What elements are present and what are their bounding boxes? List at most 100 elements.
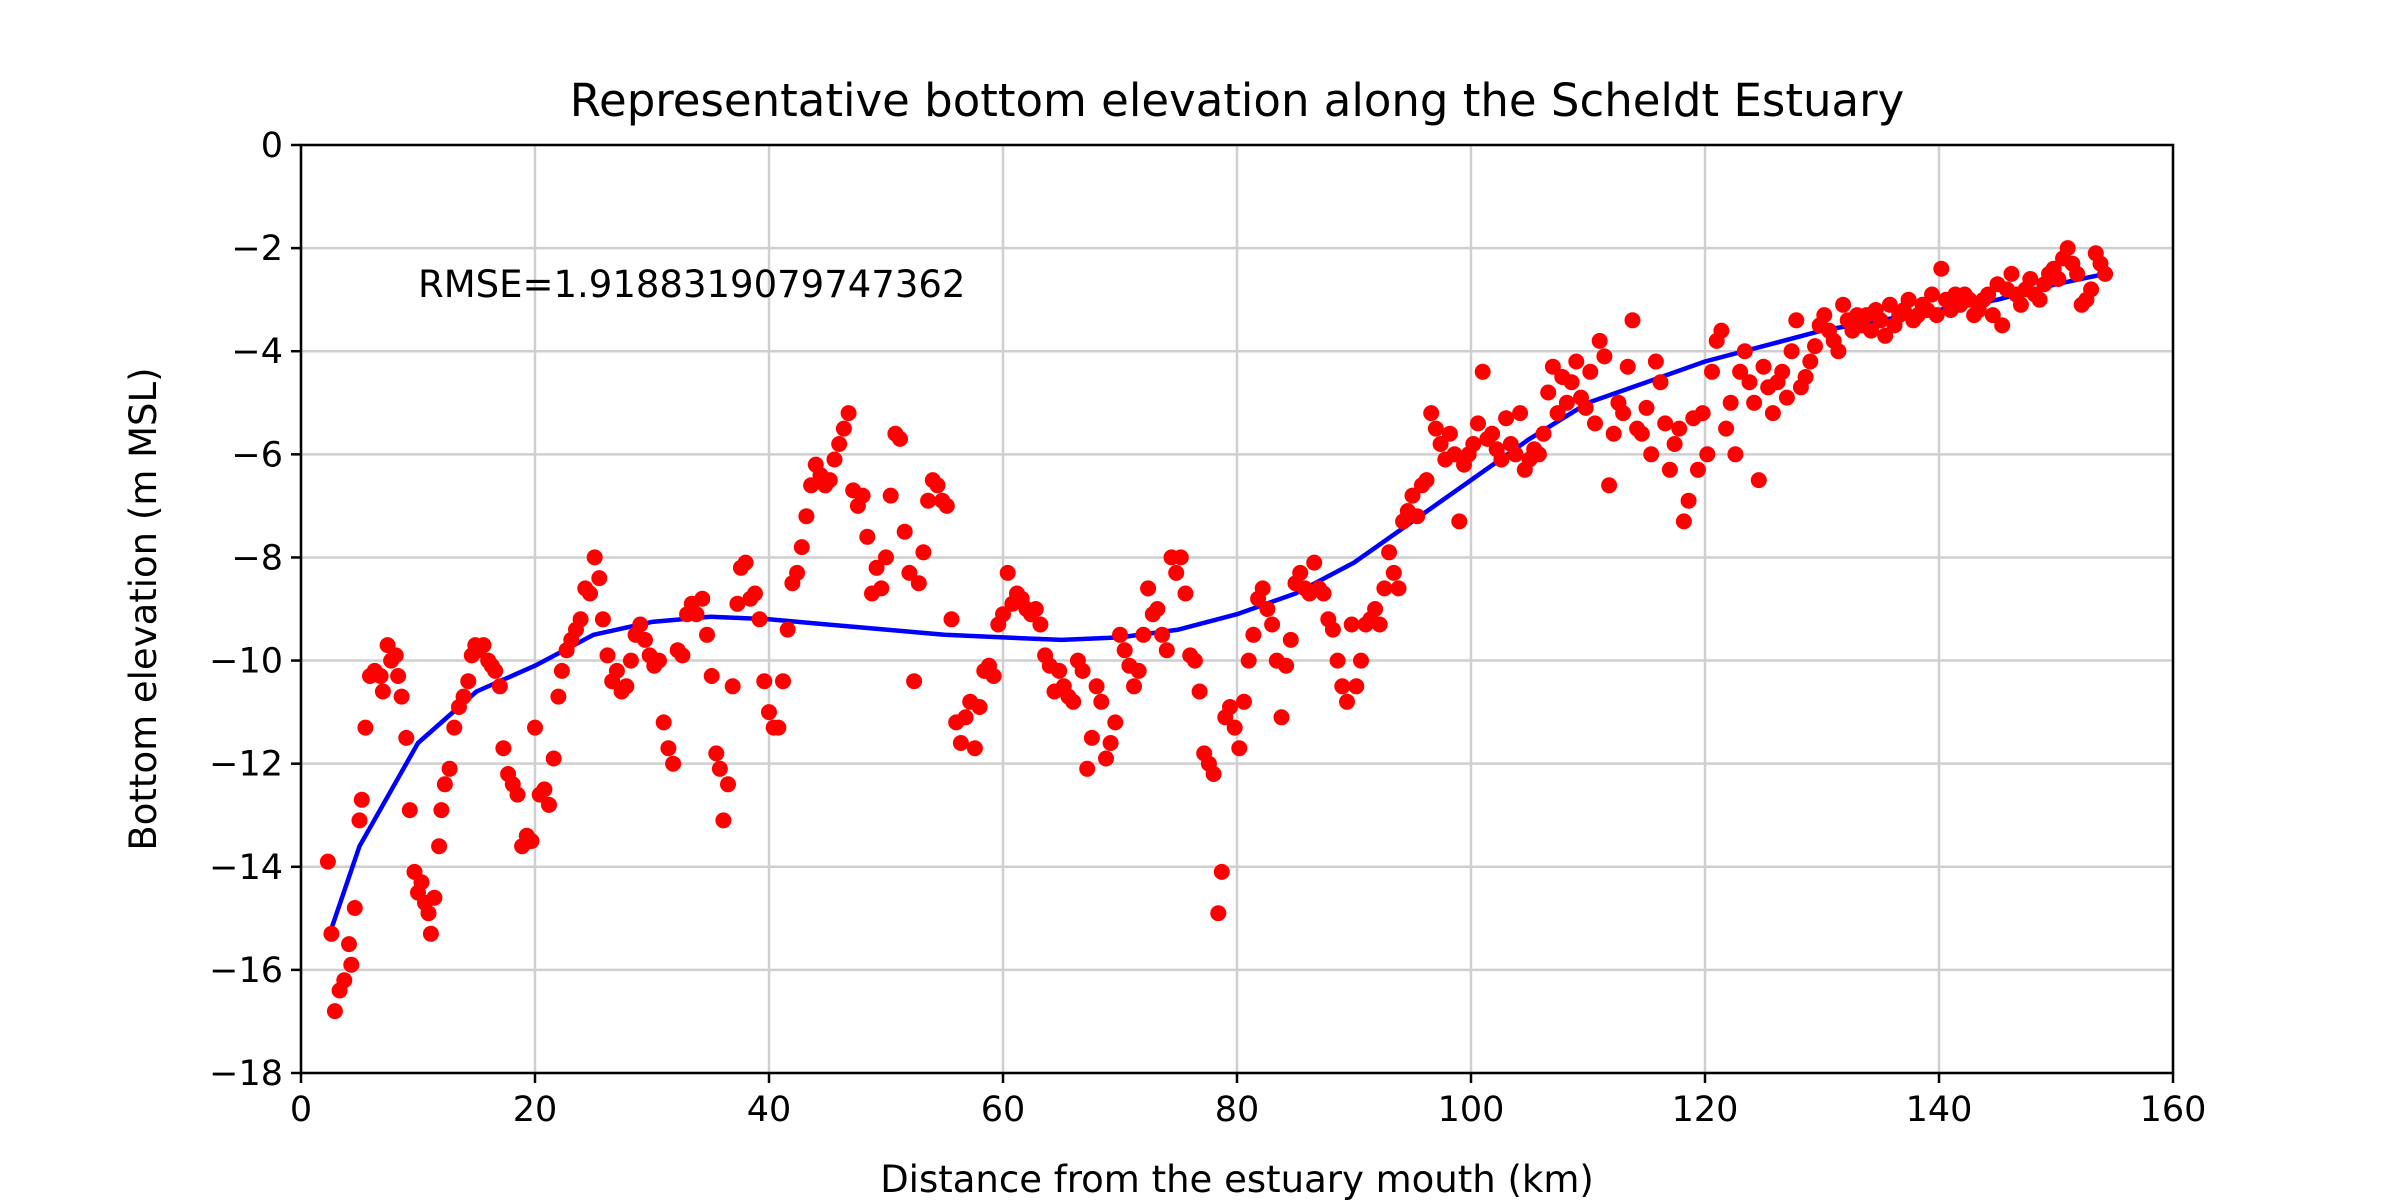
data-point — [1652, 374, 1669, 391]
data-point — [1245, 626, 1262, 643]
x-tick-label: 140 — [1906, 1090, 1973, 1130]
data-point — [775, 673, 791, 690]
data-point — [1863, 322, 1880, 339]
data-point — [572, 611, 589, 628]
data-point — [343, 956, 360, 973]
data-point — [1540, 384, 1557, 401]
data-point — [1727, 446, 1744, 463]
fit-curve-layer — [325, 271, 2106, 940]
data-point — [637, 631, 653, 648]
data-point — [1324, 621, 1341, 638]
data-point — [426, 889, 443, 906]
x-tick-label: 160 — [2140, 1090, 2207, 1130]
data-point — [906, 673, 923, 690]
data-point — [1222, 699, 1238, 715]
data-point — [1051, 662, 1068, 679]
data-point — [523, 833, 540, 849]
data-point — [1591, 332, 1608, 349]
data-point — [793, 539, 810, 556]
data-point — [1306, 554, 1323, 571]
data-point — [319, 853, 336, 870]
data-point — [618, 678, 635, 695]
data-point — [1432, 436, 1449, 452]
data-point — [835, 420, 852, 437]
y-tick-label: −10 — [209, 642, 283, 682]
data-point — [896, 523, 913, 540]
data-point — [550, 688, 567, 705]
data-point — [1802, 353, 1819, 370]
data-point — [436, 776, 453, 793]
data-point — [1423, 405, 1440, 422]
data-point — [1596, 348, 1613, 365]
data-point — [674, 647, 691, 664]
data-point — [413, 874, 430, 891]
data-point — [826, 451, 843, 468]
data-point — [892, 430, 908, 447]
data-point — [1032, 616, 1049, 633]
data-point — [1149, 601, 1166, 617]
data-point — [1535, 425, 1552, 442]
data-point — [1236, 693, 1252, 710]
data-point — [1694, 405, 1711, 422]
data-point — [1470, 415, 1486, 432]
data-point — [1074, 662, 1091, 679]
data-point — [1647, 353, 1664, 370]
data-point — [1530, 446, 1547, 463]
x-axis-label: Distance from the estuary mouth (km) — [880, 1158, 1594, 1200]
data-point — [622, 652, 639, 669]
data-point — [737, 554, 754, 571]
data-point — [1587, 415, 1603, 432]
data-point — [1177, 585, 1194, 602]
data-point — [751, 611, 768, 628]
rmse-annotation: RMSE=1.9188319079747362 — [418, 263, 965, 306]
data-point — [1339, 693, 1355, 710]
data-point — [1273, 709, 1290, 726]
data-point — [1404, 487, 1421, 504]
data-point — [372, 668, 389, 684]
chart-title: Representative bottom elevation along th… — [570, 74, 1904, 127]
data-point — [594, 611, 611, 628]
data-point — [632, 616, 649, 633]
data-point — [323, 925, 340, 942]
data-point — [401, 802, 418, 819]
data-point — [1371, 616, 1388, 633]
data-point — [1984, 307, 2001, 324]
data-point — [694, 590, 711, 607]
x-tick-label: 60 — [981, 1090, 1026, 1130]
data-point — [1633, 425, 1650, 442]
data-point — [1154, 626, 1171, 643]
x-tick-label: 0 — [290, 1090, 312, 1130]
data-point — [789, 564, 806, 581]
data-point — [1928, 307, 1945, 324]
data-point — [475, 637, 492, 654]
data-point — [798, 508, 815, 525]
data-point — [1544, 358, 1561, 375]
y-axis-ticks: 0 −2 −4 −6 −8 −10 −12 −14 −16 −18 — [209, 126, 301, 1094]
data-point — [920, 492, 937, 509]
data-point — [720, 776, 736, 793]
data-point — [341, 936, 357, 953]
data-point — [999, 564, 1016, 581]
data-point — [1924, 286, 1940, 303]
data-point — [1465, 436, 1482, 452]
data-point — [1507, 446, 1524, 463]
data-point — [821, 472, 838, 489]
data-point — [1666, 436, 1683, 452]
data-point — [1619, 358, 1636, 375]
data-point — [353, 791, 370, 808]
data-point — [1563, 374, 1580, 391]
data-point — [1102, 735, 1119, 751]
data-point — [1638, 399, 1655, 416]
data-point — [1577, 399, 1594, 416]
data-point — [1718, 420, 1735, 437]
data-point — [1409, 508, 1426, 525]
data-point — [1088, 678, 1105, 695]
data-point — [591, 570, 608, 587]
y-tick-label: −6 — [231, 435, 283, 475]
y-tick-label: −14 — [209, 848, 283, 888]
data-point — [1158, 642, 1175, 659]
data-point — [1615, 405, 1632, 422]
data-point — [1830, 343, 1847, 360]
y-tick-label: −8 — [231, 538, 283, 578]
data-point — [1226, 719, 1243, 736]
